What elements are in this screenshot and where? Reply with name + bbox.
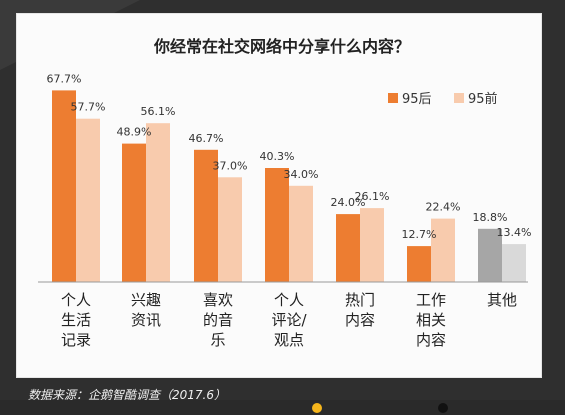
bar-series2 xyxy=(502,244,526,282)
category-label-line: 乐 xyxy=(210,331,225,349)
black-dot-icon xyxy=(438,403,448,413)
category-label-line: 资讯 xyxy=(131,311,161,329)
value-label-series1: 18.8% xyxy=(473,211,508,224)
value-label-series1: 67.7% xyxy=(47,72,82,85)
legend-item-series1: 95后 xyxy=(388,92,432,107)
bar-series1 xyxy=(265,168,289,282)
value-label-series2: 34.0% xyxy=(284,168,319,181)
category-label-line: 其他 xyxy=(487,291,517,309)
value-label-series1: 12.7% xyxy=(402,228,437,241)
value-label-series2: 26.1% xyxy=(355,190,390,203)
category-label-line: 的音 xyxy=(203,311,233,329)
category-label-line: 观点 xyxy=(274,331,304,349)
value-label-series2: 13.4% xyxy=(497,226,532,239)
bar-series1 xyxy=(194,149,218,282)
category-label: 工作相关内容 xyxy=(416,291,446,349)
legend-swatch xyxy=(388,93,398,103)
value-label-series2: 37.0% xyxy=(213,159,248,172)
category-label-line: 评论/ xyxy=(271,311,307,329)
category-label-line: 工作 xyxy=(416,291,446,309)
category-label: 个人评论/观点 xyxy=(271,291,307,349)
category-label: 其他 xyxy=(487,291,517,309)
category-label-line: 相关 xyxy=(416,311,446,329)
category-label-line: 生活 xyxy=(61,311,91,329)
category-label-line: 个人 xyxy=(61,291,91,309)
value-label-series2: 57.7% xyxy=(71,101,106,114)
category-label-line: 喜欢 xyxy=(203,291,233,309)
yellow-dot-icon xyxy=(312,403,322,413)
chart-title: 你经常在社交网络中分享什么内容？ xyxy=(153,37,410,56)
bottom-strip xyxy=(0,400,565,415)
legend-item-series2: 95前 xyxy=(454,91,498,107)
category-label-line: 记录 xyxy=(61,331,91,349)
legend-label: 95后 xyxy=(402,92,432,107)
legend: 95后 95前 xyxy=(388,91,498,107)
bar-series2 xyxy=(146,123,170,282)
bar-series2 xyxy=(289,185,313,282)
bar-series2 xyxy=(76,118,100,282)
bar-series1 xyxy=(407,246,431,282)
value-label-series1: 40.3% xyxy=(260,150,295,163)
bar-series2 xyxy=(360,208,384,282)
bar-series2 xyxy=(431,218,455,282)
category-label-line: 内容 xyxy=(416,331,446,349)
category-label: 喜欢的音乐 xyxy=(203,291,233,349)
bar-series1 xyxy=(52,90,76,283)
bar-series1 xyxy=(122,143,146,282)
bar-series1 xyxy=(478,228,502,282)
category-label-line: 兴趣 xyxy=(131,291,161,309)
bar-series2 xyxy=(218,177,242,282)
category-label: 兴趣资讯 xyxy=(131,291,161,329)
value-label-series2: 56.1% xyxy=(141,105,176,118)
category-label-line: 个人 xyxy=(274,291,304,309)
value-label-series1: 48.9% xyxy=(117,126,152,139)
category-label-line: 热门 xyxy=(345,291,375,309)
bars-layer xyxy=(52,90,526,283)
source-text: 数据来源：企鹅智酷调查（2017.6） xyxy=(28,388,226,402)
value-label-series2: 22.4% xyxy=(426,201,461,214)
bar-series1 xyxy=(336,214,360,282)
category-label: 个人生活记录 xyxy=(61,291,91,349)
value-labels-layer: 67.7% 57.7% 48.9% 56.1% 46.7% 37.0% 40.3% 34.0%… xyxy=(47,72,532,241)
legend-label: 95前 xyxy=(468,91,498,107)
category-label-line: 内容 xyxy=(345,311,375,329)
value-label-series1: 24.0% xyxy=(331,196,366,209)
value-label-series1: 46.7% xyxy=(189,132,224,145)
legend-swatch xyxy=(454,93,464,103)
category-label: 热门内容 xyxy=(345,291,375,329)
